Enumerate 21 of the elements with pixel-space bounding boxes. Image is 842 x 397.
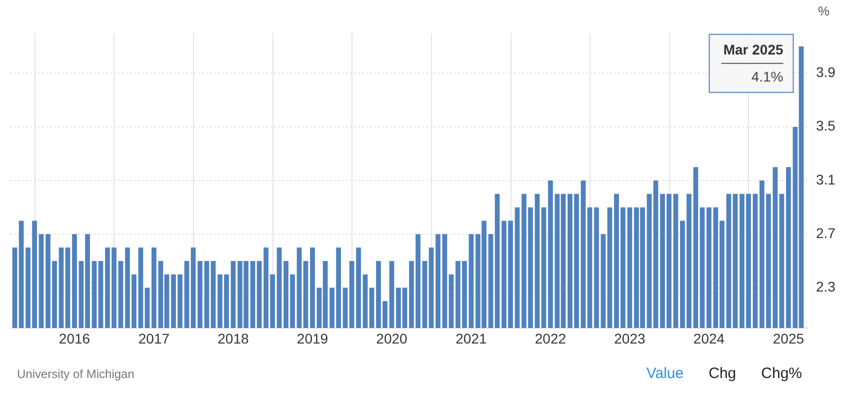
x-tick-label: 2019	[296, 330, 328, 346]
y-tick-label: 3.9	[816, 64, 836, 80]
y-tick-label: 2.3	[816, 278, 836, 295]
text: University of Michigan	[17, 367, 134, 381]
text: Chg%	[761, 365, 802, 382]
x-tick-label: 2024	[693, 330, 725, 346]
x-tick-label: 2017	[138, 330, 170, 346]
x-tick-label: 2025	[772, 330, 804, 346]
x-tick-label: 2021	[456, 330, 487, 346]
y-tick-label: 3.5	[816, 118, 836, 134]
annotation: Mar 2025 4.1%	[723, 41, 784, 84]
text: Chg	[708, 365, 736, 382]
x-tick-label: 2016	[58, 330, 90, 346]
y-tick-label: 2.7	[816, 224, 836, 241]
y-axis-title: %	[818, 4, 830, 19]
y-tick-label: 3.1	[816, 171, 836, 188]
x-tick-label: 2018	[218, 330, 250, 346]
text: Value	[646, 365, 684, 382]
x-tick-label: 2023	[614, 330, 646, 346]
x-tick-label: 2022	[534, 330, 566, 346]
x-tick-label: 2020	[376, 330, 408, 346]
